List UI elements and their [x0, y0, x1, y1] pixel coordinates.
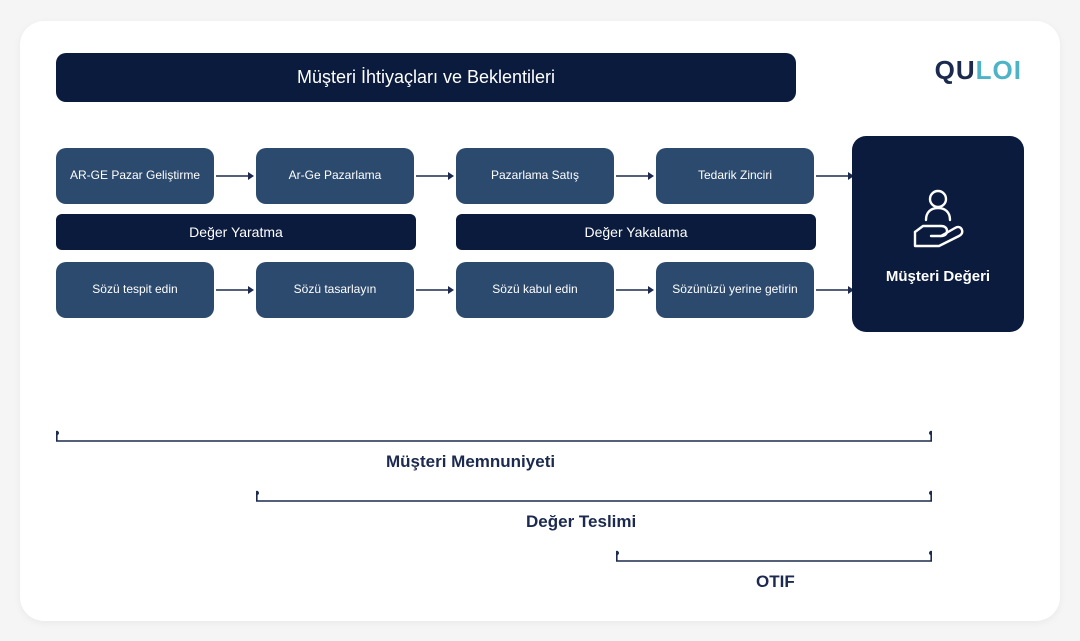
customer-label: Müşteri Değeri: [886, 268, 990, 285]
sub-bar-right: Değer Yakalama: [456, 214, 816, 250]
logo-part1: QU: [935, 55, 976, 85]
flow-area: AR-GE Pazar Geliştirme Ar-Ge Pazarlama P…: [56, 148, 1024, 348]
arrow-icon: [414, 148, 456, 204]
logo: QULOI: [935, 55, 1022, 86]
customer-value-box: Müşteri Değeri: [852, 136, 1024, 332]
arrow-icon: [814, 262, 856, 318]
bracket-label: OTIF: [756, 572, 795, 592]
arrow-icon: [214, 148, 256, 204]
bracket-icon: [616, 550, 932, 572]
bracket-label: Müşteri Memnuniyeti: [386, 452, 555, 472]
arrow-icon: [814, 148, 856, 204]
bracket-row: Müşteri Memnuniyeti: [56, 424, 1024, 484]
flow-box: Sözünüzü yerine getirin: [656, 262, 814, 318]
customer-icon: [903, 182, 973, 252]
flow-box: Ar-Ge Pazarlama: [256, 148, 414, 204]
flow-box: Tedarik Zinciri: [656, 148, 814, 204]
diagram-card: QULOI Müşteri İhtiyaçları ve Beklentiler…: [20, 21, 1060, 621]
arrow-icon: [614, 148, 656, 204]
bracket-icon: [256, 490, 932, 512]
title-bar: Müşteri İhtiyaçları ve Beklentileri: [56, 53, 796, 102]
flow-row-top: AR-GE Pazar Geliştirme Ar-Ge Pazarlama P…: [56, 148, 856, 204]
flow-box: Sözü tasarlayın: [256, 262, 414, 318]
bracket-label: Değer Teslimi: [526, 512, 636, 532]
logo-part2: LOI: [976, 55, 1022, 85]
bracket-row: Değer Teslimi: [56, 484, 1024, 544]
bracket-row: OTIF: [56, 544, 1024, 604]
flow-box: Sözü kabul edin: [456, 262, 614, 318]
arrow-icon: [614, 262, 656, 318]
brackets-area: Müşteri Memnuniyeti Değer Teslimi OTIF: [56, 424, 1024, 604]
bracket-icon: [56, 430, 932, 452]
flow-box: Sözü tespit edin: [56, 262, 214, 318]
arrow-icon: [214, 262, 256, 318]
flow-box: AR-GE Pazar Geliştirme: [56, 148, 214, 204]
sub-bar-left: Değer Yaratma: [56, 214, 416, 250]
arrow-icon: [414, 262, 456, 318]
flow-box: Pazarlama Satış: [456, 148, 614, 204]
flow-row-bottom: Sözü tespit edin Sözü tasarlayın Sözü ka…: [56, 262, 856, 318]
